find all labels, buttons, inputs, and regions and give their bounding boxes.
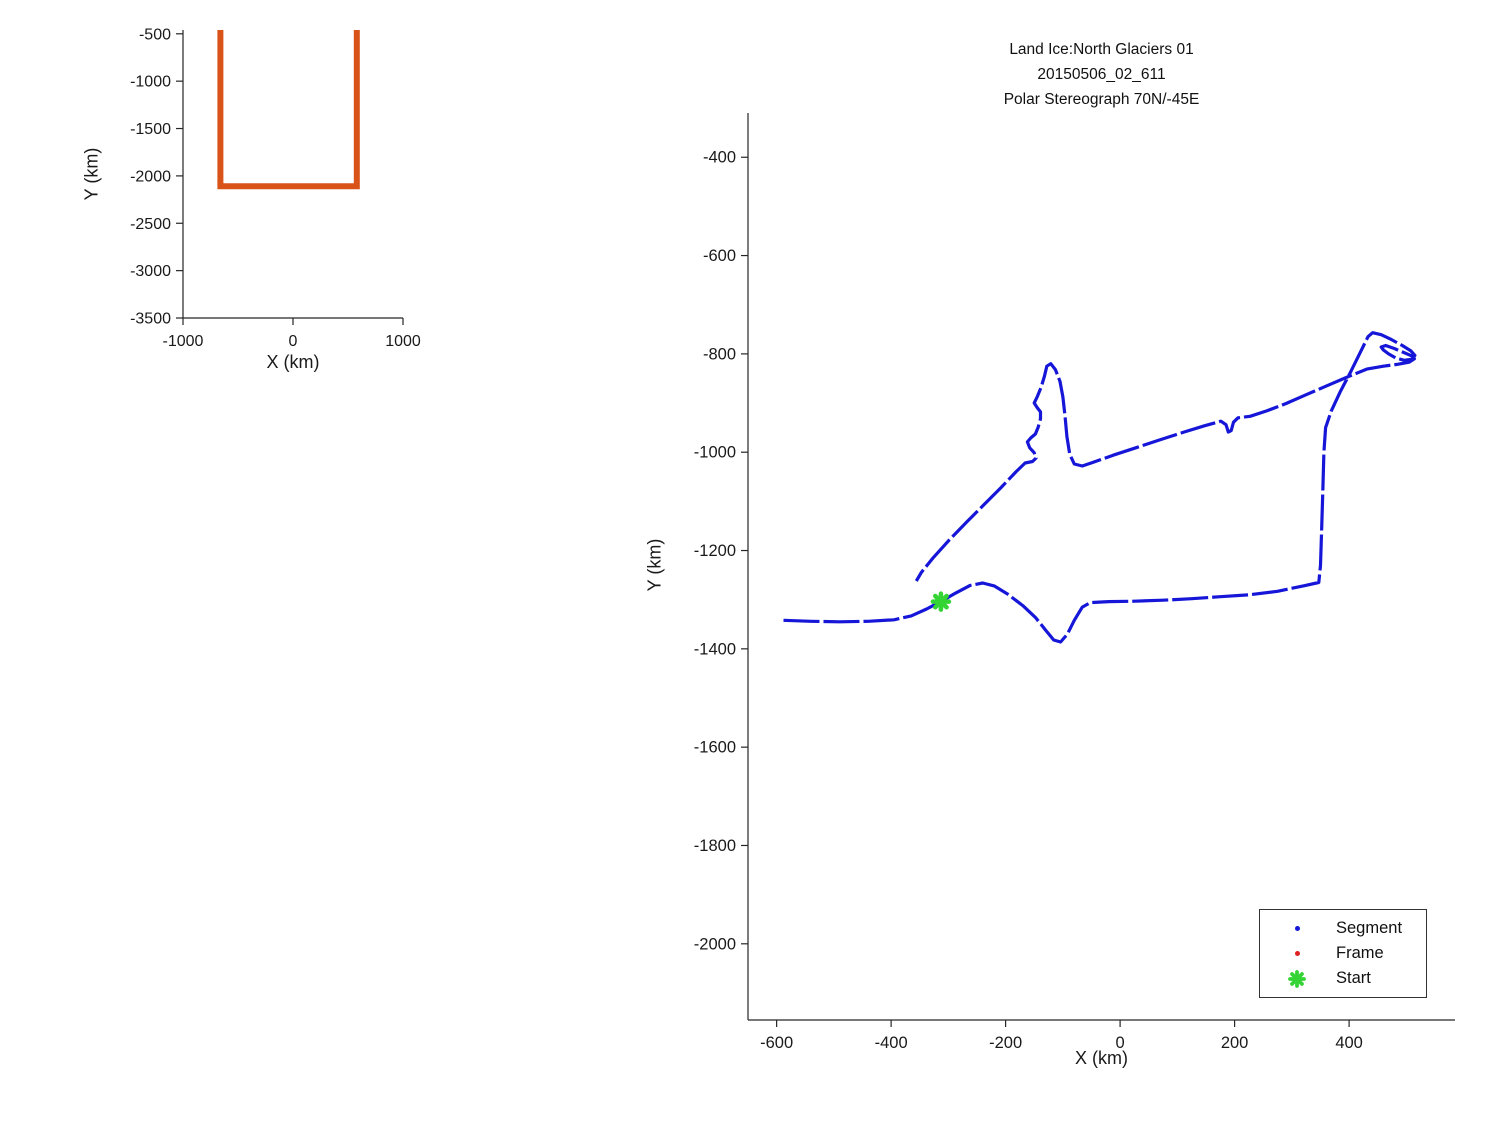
frame-dot-icon: [1294, 951, 1300, 956]
segment-dot-icon: [1294, 926, 1300, 931]
svg-text:-400: -400: [875, 1034, 908, 1052]
svg-text:-600: -600: [760, 1034, 793, 1052]
svg-text:-2000: -2000: [130, 168, 171, 185]
overview-y-axis-label: Y (km): [81, 147, 102, 201]
svg-text:0: 0: [289, 333, 298, 350]
title-line-granule: 20150506_02_611: [1037, 65, 1166, 83]
title-line-projection: Polar Stereograph 70N/-45E: [1003, 90, 1200, 108]
svg-text:-1000: -1000: [163, 333, 204, 350]
legend-item-start: Start: [1260, 966, 1426, 991]
svg-text:-3000: -3000: [130, 263, 171, 280]
legend-box: Segment Frame Start: [1259, 909, 1427, 998]
svg-text:-400: -400: [703, 149, 736, 167]
svg-text:-200: -200: [989, 1034, 1022, 1052]
legend-label-start: Start: [1336, 969, 1371, 987]
svg-text:-600: -600: [703, 247, 736, 265]
svg-text:1000: 1000: [385, 333, 421, 350]
legend-label-segment: Segment: [1336, 919, 1403, 937]
legend-item-segment: Segment: [1260, 916, 1426, 941]
overview-locator-plot: -1000 0 1000 -500 -1000 -1500 -2000 -2500 -3000 -…: [130, 26, 421, 350]
main-chart-title: Land Ice:North Glaciers 01 20150506_02_6…: [748, 38, 1455, 112]
svg-text:-1600: -1600: [694, 739, 736, 757]
svg-text:-1200: -1200: [694, 542, 736, 560]
svg-text:200: 200: [1221, 1034, 1249, 1052]
overview-x-axis-label: X (km): [266, 352, 320, 372]
legend-marker-cell: [1268, 926, 1326, 931]
svg-text:-2000: -2000: [694, 935, 736, 953]
svg-text:-500: -500: [139, 26, 171, 43]
svg-text:0: 0: [1116, 1034, 1125, 1052]
legend-marker-cell: [1268, 968, 1326, 990]
svg-text:-1800: -1800: [694, 837, 736, 855]
svg-text:-2500: -2500: [130, 216, 171, 233]
ground-track-plot: -600 -400 -200 0 200 400-400-600-800-1000-120…: [694, 113, 1455, 1052]
svg-text:-1000: -1000: [130, 74, 171, 91]
svg-text:-1000: -1000: [694, 444, 736, 462]
svg-text:-3500: -3500: [130, 311, 171, 328]
start-asterisk-icon: [1288, 969, 1306, 988]
legend-marker-cell: [1268, 951, 1326, 956]
svg-text:-1500: -1500: [130, 121, 171, 138]
legend-label-frame: Frame: [1336, 944, 1384, 962]
svg-text:-1400: -1400: [694, 640, 736, 658]
main-x-axis-label: X (km): [1075, 1048, 1128, 1068]
main-y-axis-label: Y (km): [644, 538, 665, 592]
svg-text:-800: -800: [703, 345, 736, 363]
legend-item-frame: Frame: [1260, 941, 1426, 966]
svg-text:400: 400: [1335, 1034, 1363, 1052]
title-line-project: Land Ice:North Glaciers 01: [1009, 41, 1194, 58]
